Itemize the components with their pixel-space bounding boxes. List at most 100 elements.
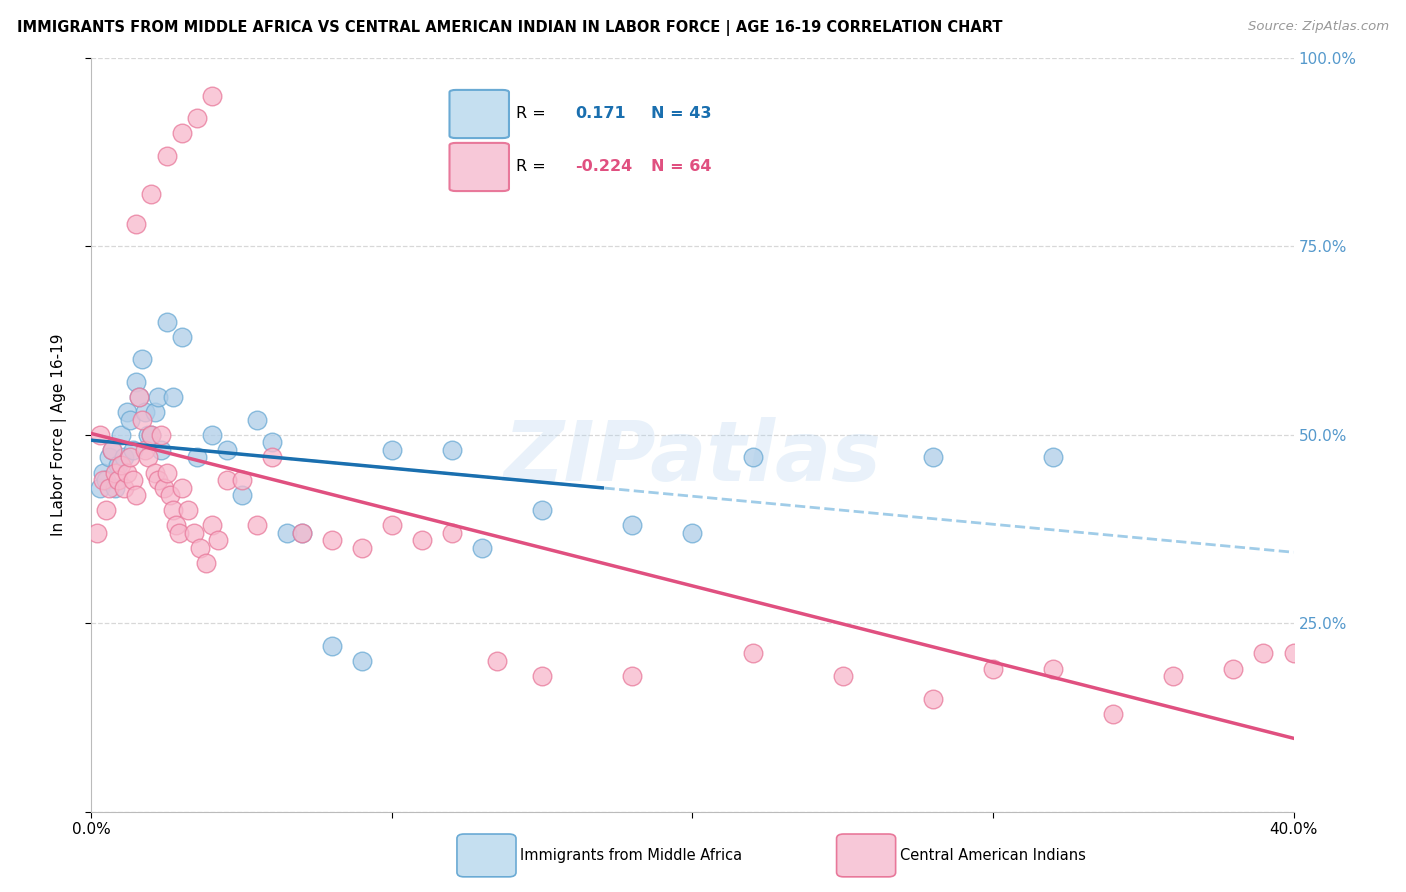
Point — [141, 186, 163, 201]
Point — [155, 149, 177, 163]
Point — [621, 669, 644, 683]
Point — [186, 450, 208, 465]
Text: Central American Indians: Central American Indians — [900, 848, 1085, 863]
Point — [291, 525, 314, 540]
Point — [107, 458, 129, 472]
Point — [165, 518, 187, 533]
Point — [183, 525, 205, 540]
Point — [162, 503, 184, 517]
Point — [186, 112, 208, 126]
Point — [215, 473, 238, 487]
Point — [411, 533, 433, 548]
Point — [246, 413, 269, 427]
Point — [621, 518, 644, 533]
Point — [291, 525, 314, 540]
Point — [531, 669, 554, 683]
Y-axis label: In Labor Force | Age 16-19: In Labor Force | Age 16-19 — [51, 334, 67, 536]
Point — [89, 428, 111, 442]
Point — [131, 352, 153, 367]
Point — [321, 533, 343, 548]
Point — [1042, 661, 1064, 675]
Point — [146, 473, 169, 487]
Point — [170, 481, 193, 495]
Point — [260, 435, 283, 450]
Point — [441, 525, 464, 540]
Text: Source: ZipAtlas.com: Source: ZipAtlas.com — [1249, 20, 1389, 33]
Point — [486, 654, 509, 668]
Text: R =: R = — [516, 160, 546, 175]
Point — [167, 525, 190, 540]
Point — [93, 466, 115, 480]
Point — [89, 481, 111, 495]
Point — [141, 428, 163, 442]
Point — [922, 691, 945, 706]
Text: IMMIGRANTS FROM MIDDLE AFRICA VS CENTRAL AMERICAN INDIAN IN LABOR FORCE | AGE 16: IMMIGRANTS FROM MIDDLE AFRICA VS CENTRAL… — [17, 20, 1002, 36]
Point — [104, 481, 127, 495]
Text: N = 43: N = 43 — [651, 106, 711, 121]
Point — [125, 375, 148, 389]
Text: ZIPatlas: ZIPatlas — [503, 417, 882, 498]
Point — [101, 442, 124, 457]
Point — [149, 428, 172, 442]
Point — [1222, 661, 1244, 675]
Point — [1161, 669, 1184, 683]
Point — [1253, 647, 1275, 661]
Point — [681, 525, 703, 540]
Point — [231, 488, 253, 502]
Point — [110, 458, 132, 472]
Point — [149, 442, 172, 457]
Point — [143, 405, 166, 419]
Point — [155, 466, 177, 480]
Point — [260, 450, 283, 465]
Point — [321, 639, 343, 653]
Text: N = 64: N = 64 — [651, 160, 711, 175]
Point — [96, 503, 118, 517]
Point — [231, 473, 253, 487]
Point — [162, 390, 184, 404]
Point — [741, 647, 763, 661]
Point — [831, 669, 853, 683]
Point — [155, 315, 177, 329]
Point — [122, 442, 145, 457]
FancyBboxPatch shape — [450, 143, 509, 191]
Point — [152, 481, 174, 495]
Point — [110, 428, 132, 442]
Point — [381, 442, 404, 457]
Point — [86, 525, 108, 540]
Point — [207, 533, 229, 548]
Text: R =: R = — [516, 106, 546, 121]
Point — [201, 88, 224, 103]
Point — [101, 442, 124, 457]
Point — [170, 330, 193, 344]
Point — [194, 556, 217, 570]
Point — [107, 473, 129, 487]
Point — [201, 428, 224, 442]
Point — [531, 503, 554, 517]
Point — [246, 518, 269, 533]
Text: -0.224: -0.224 — [575, 160, 633, 175]
Point — [93, 473, 115, 487]
Point — [1282, 647, 1305, 661]
Point — [134, 442, 156, 457]
Point — [141, 428, 163, 442]
Point — [350, 654, 373, 668]
Point — [120, 413, 142, 427]
Point — [98, 481, 121, 495]
Text: 0.171: 0.171 — [575, 106, 626, 121]
Point — [170, 127, 193, 141]
Point — [96, 473, 118, 487]
Point — [128, 390, 150, 404]
Point — [125, 217, 148, 231]
Point — [188, 541, 211, 555]
Point — [159, 488, 181, 502]
Point — [134, 405, 156, 419]
Point — [117, 405, 139, 419]
Point — [1042, 450, 1064, 465]
Point — [146, 390, 169, 404]
FancyBboxPatch shape — [450, 90, 509, 138]
Point — [117, 466, 139, 480]
Point — [981, 661, 1004, 675]
Point — [104, 466, 127, 480]
Point — [125, 488, 148, 502]
Point — [441, 442, 464, 457]
